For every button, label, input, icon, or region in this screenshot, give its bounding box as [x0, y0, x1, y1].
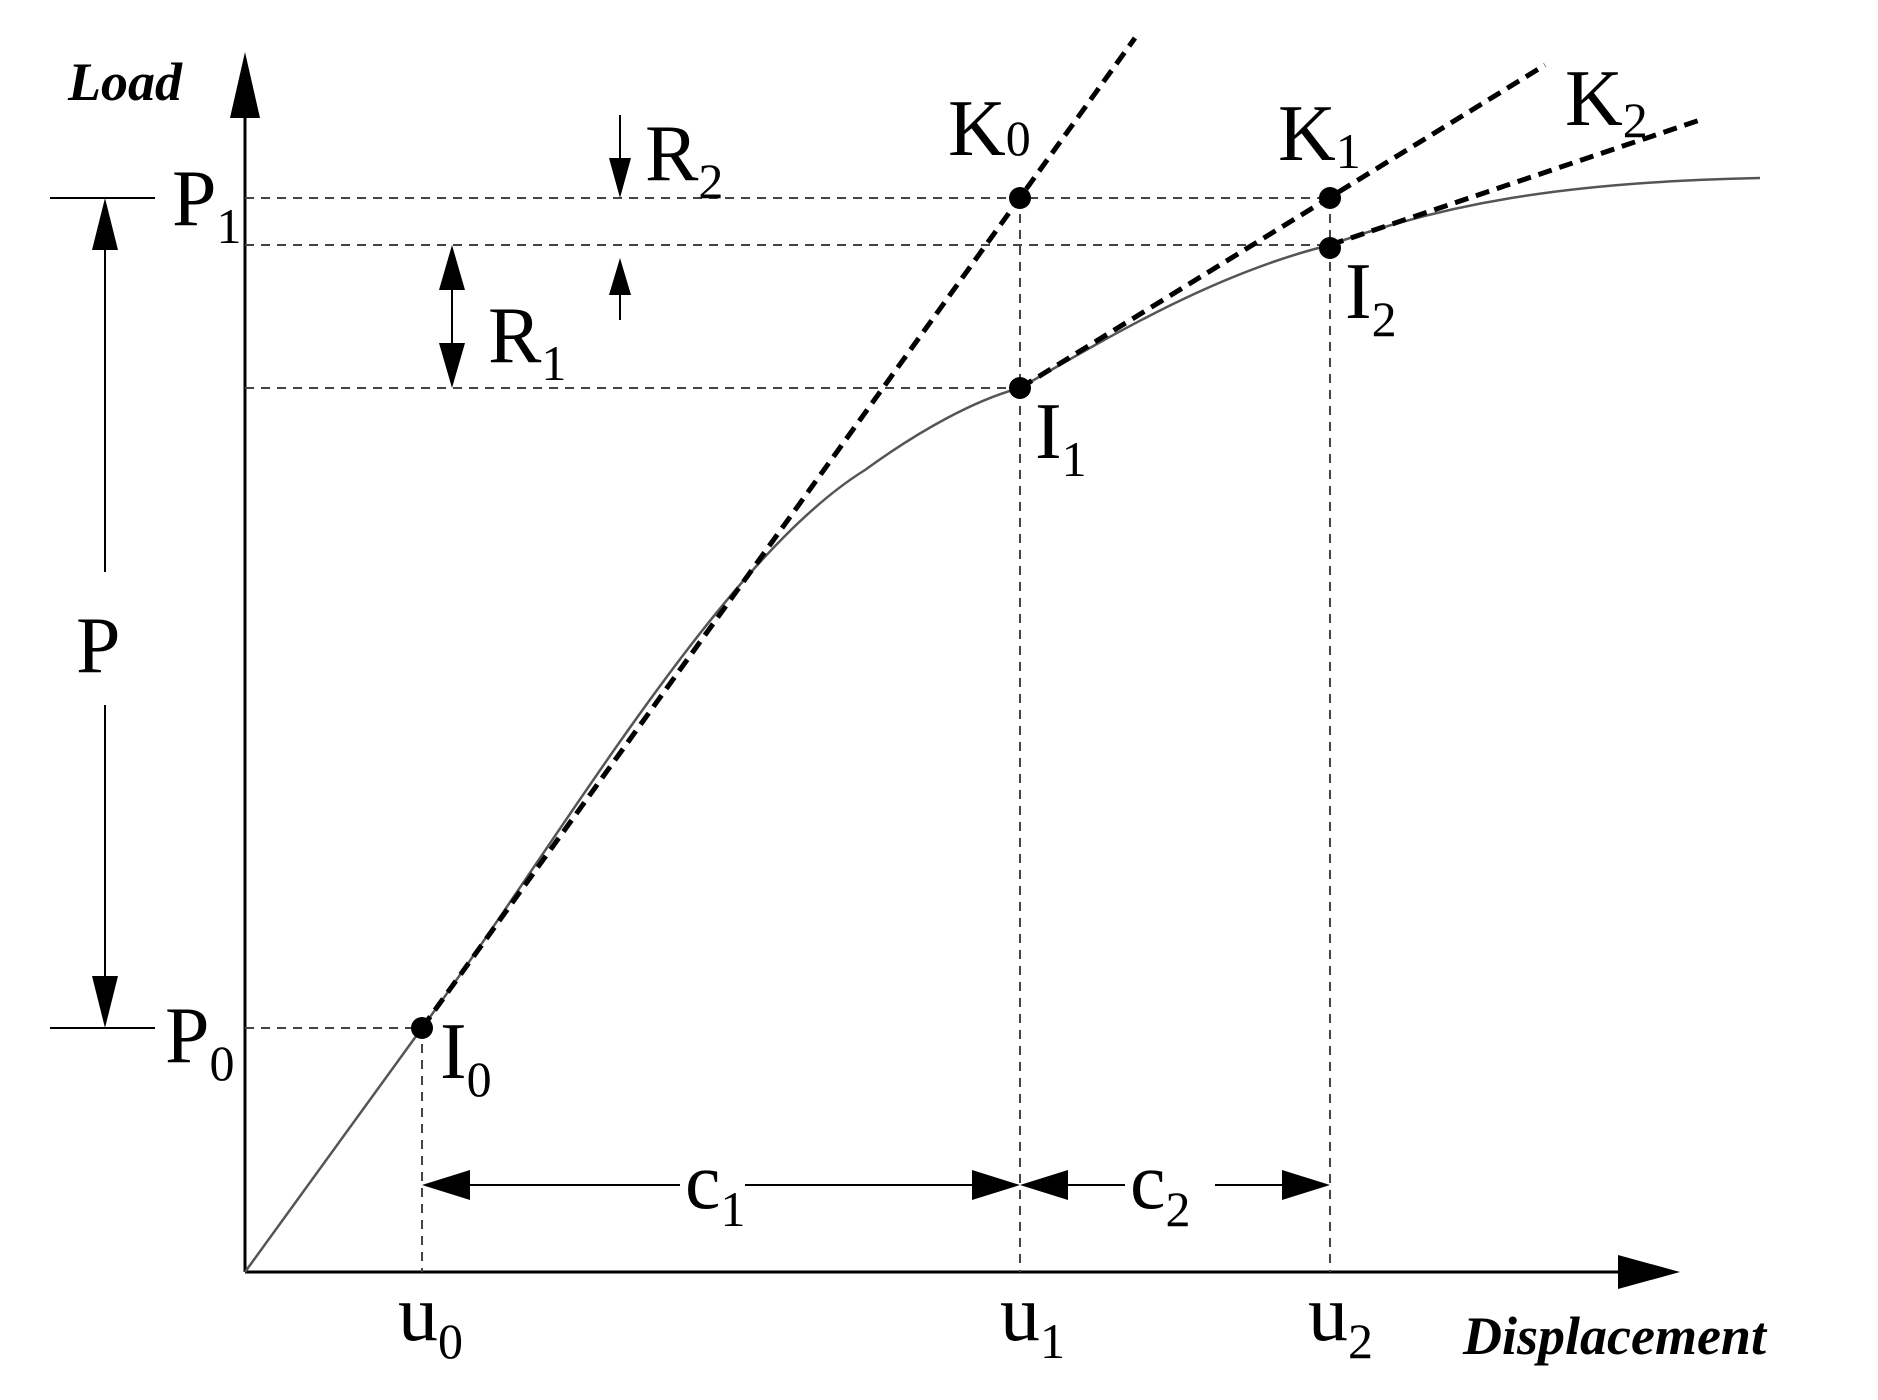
r1-arrowhead-down: [439, 343, 465, 388]
k0-label: K0: [948, 85, 1031, 173]
x-axis-arrowhead: [1618, 1255, 1680, 1289]
p-span-arrowhead-up: [92, 198, 118, 250]
u2-label: u2: [1308, 1270, 1373, 1369]
c2-arrowhead-right: [1282, 1170, 1330, 1200]
i0-label: I0: [440, 1008, 492, 1107]
c1-arrowhead-right: [972, 1170, 1020, 1200]
tangent-line-k0: [419, 36, 1138, 1030]
point-i1: [1009, 377, 1031, 399]
k2-label: K2: [1565, 55, 1648, 148]
y-axis-arrowhead: [230, 52, 260, 118]
r2-arrowhead-top: [609, 158, 631, 198]
c2-label: c2: [1130, 1138, 1191, 1237]
r2-arrowhead-bottom: [609, 258, 631, 295]
i1-label: I1: [1035, 388, 1087, 487]
y-axis-title: Load: [67, 52, 183, 112]
c1-label: c1: [685, 1138, 746, 1237]
r1-label: R1: [488, 292, 566, 391]
u1-label: u1: [1000, 1270, 1065, 1369]
p-span-arrowhead-down: [92, 976, 118, 1028]
x-axis-title: Displacement: [1462, 1306, 1768, 1366]
point-k0: [1009, 187, 1031, 209]
i2-label: I2: [1345, 248, 1397, 347]
load-displacement-curve: [243, 176, 1761, 1273]
r2-label: R2: [645, 110, 723, 209]
point-k1: [1319, 187, 1341, 209]
p-span-label: P: [76, 602, 121, 690]
k1-label: K1: [1278, 90, 1361, 179]
p1-label: P1: [172, 155, 242, 254]
c2-arrowhead-left: [1020, 1170, 1068, 1200]
point-i2: [1319, 237, 1341, 259]
c1-arrowhead-left: [422, 1170, 470, 1200]
p0-label: P0: [165, 992, 235, 1091]
point-i0: [411, 1017, 433, 1039]
tangent-line-k1: [1018, 62, 1547, 391]
r1-arrowhead-up: [439, 245, 465, 290]
u0-label: u0: [398, 1270, 463, 1369]
